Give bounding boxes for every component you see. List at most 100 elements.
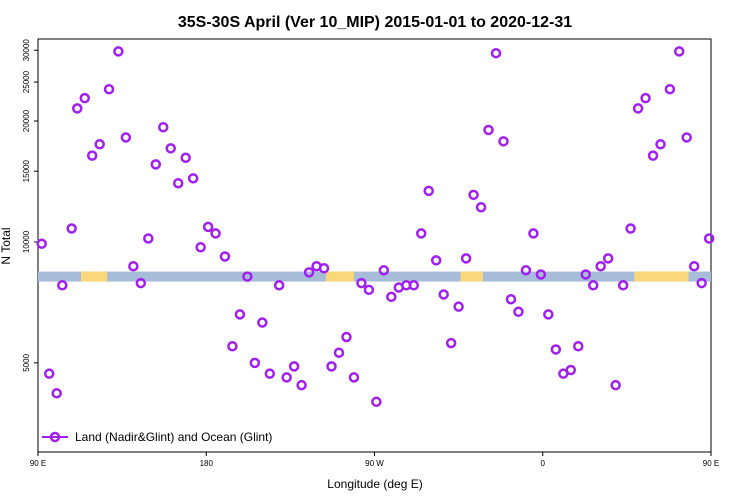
data-point xyxy=(135,277,147,289)
data-point xyxy=(348,372,360,383)
data-point xyxy=(415,228,427,239)
data-point xyxy=(273,280,285,291)
data-point xyxy=(430,255,442,266)
data-point xyxy=(210,228,221,239)
data-point xyxy=(681,132,692,143)
x-tick-label: 90 E xyxy=(30,459,46,468)
y-axis-label: N Total xyxy=(0,227,13,264)
ocean-band xyxy=(38,271,711,282)
x-axis: 90 E 180 90 W 0 90 E xyxy=(30,452,719,468)
data-points xyxy=(36,46,715,408)
data-point xyxy=(445,337,457,349)
data-point xyxy=(664,83,676,95)
data-point xyxy=(150,159,162,170)
data-point xyxy=(625,223,636,234)
data-point xyxy=(460,253,472,264)
data-point xyxy=(378,265,390,276)
data-point xyxy=(51,388,62,399)
y-axis: 5000 10000 15000 20000 25000 30000 xyxy=(22,39,38,372)
data-point xyxy=(165,143,176,154)
chart-title: 35S-30S April (Ver 10_MIP) 2015-01-01 to… xyxy=(178,14,572,31)
data-point xyxy=(371,396,382,408)
data-point xyxy=(333,347,345,358)
data-point xyxy=(423,185,434,197)
data-point xyxy=(341,331,352,343)
y-tick-label: 20000 xyxy=(22,109,31,132)
data-point xyxy=(696,277,707,289)
data-point xyxy=(565,364,577,376)
x-tick-label: 180 xyxy=(200,459,214,468)
data-point xyxy=(219,251,231,262)
data-point xyxy=(505,294,517,305)
data-point xyxy=(617,280,629,291)
data-point xyxy=(303,267,315,278)
data-point xyxy=(202,221,214,233)
data-point xyxy=(249,357,261,369)
data-point xyxy=(43,368,55,379)
data-point xyxy=(490,47,502,59)
data-point xyxy=(86,150,98,161)
y-tick-label: 30000 xyxy=(22,39,31,62)
data-point xyxy=(296,379,307,391)
data-point xyxy=(595,260,606,272)
data-point xyxy=(498,136,509,147)
landmask-band xyxy=(38,271,711,282)
land-segment xyxy=(325,271,354,282)
data-point xyxy=(438,289,449,300)
data-point xyxy=(408,280,420,291)
data-point xyxy=(57,280,68,291)
data-point xyxy=(513,306,524,318)
legend-label: Land (Nadir&Glint) and Ocean (Glint) xyxy=(75,430,272,444)
x-axis-label: Longitude (deg E) xyxy=(327,477,422,491)
land-segment xyxy=(460,271,483,282)
data-point xyxy=(632,103,644,114)
data-point xyxy=(242,271,253,282)
data-point xyxy=(120,132,132,143)
data-point xyxy=(158,121,169,133)
x-tick-label: 0 xyxy=(541,459,546,468)
data-point xyxy=(281,372,292,383)
data-point xyxy=(655,139,666,150)
data-point xyxy=(227,340,238,352)
y-tick-label: 25000 xyxy=(22,70,31,93)
data-point xyxy=(602,253,614,264)
data-point xyxy=(580,269,591,280)
data-point xyxy=(587,280,599,291)
legend: Land (Nadir&Glint) and Ocean (Glint) xyxy=(42,430,272,444)
data-point xyxy=(386,291,397,303)
data-point xyxy=(66,223,77,234)
data-point xyxy=(356,277,367,289)
plot-area-frame xyxy=(37,38,712,453)
data-point xyxy=(468,189,479,201)
data-point xyxy=(318,263,330,274)
data-point xyxy=(187,173,199,184)
data-point xyxy=(288,361,300,372)
data-point xyxy=(326,361,337,372)
data-point xyxy=(94,139,105,150)
data-point xyxy=(180,152,191,164)
land-segment xyxy=(80,271,108,282)
data-point xyxy=(673,46,685,57)
x-tick-label: 90 E xyxy=(703,459,719,468)
y-tick-label: 10000 xyxy=(22,230,31,253)
data-point xyxy=(573,340,584,352)
data-point xyxy=(453,301,464,312)
data-point xyxy=(528,228,539,239)
data-point xyxy=(264,368,276,379)
data-point xyxy=(363,284,375,296)
data-point xyxy=(113,46,124,57)
data-point xyxy=(72,103,83,114)
data-point xyxy=(257,317,268,328)
data-point xyxy=(475,201,487,213)
data-point xyxy=(640,92,651,104)
data-point xyxy=(483,124,494,136)
x-tick-label: 90 W xyxy=(365,459,384,468)
y-tick-label: 15000 xyxy=(22,160,31,183)
data-point xyxy=(688,260,700,272)
land-segment xyxy=(634,271,689,282)
data-point xyxy=(195,242,206,253)
data-point xyxy=(610,379,621,391)
data-point xyxy=(647,150,659,161)
data-point xyxy=(103,83,115,95)
